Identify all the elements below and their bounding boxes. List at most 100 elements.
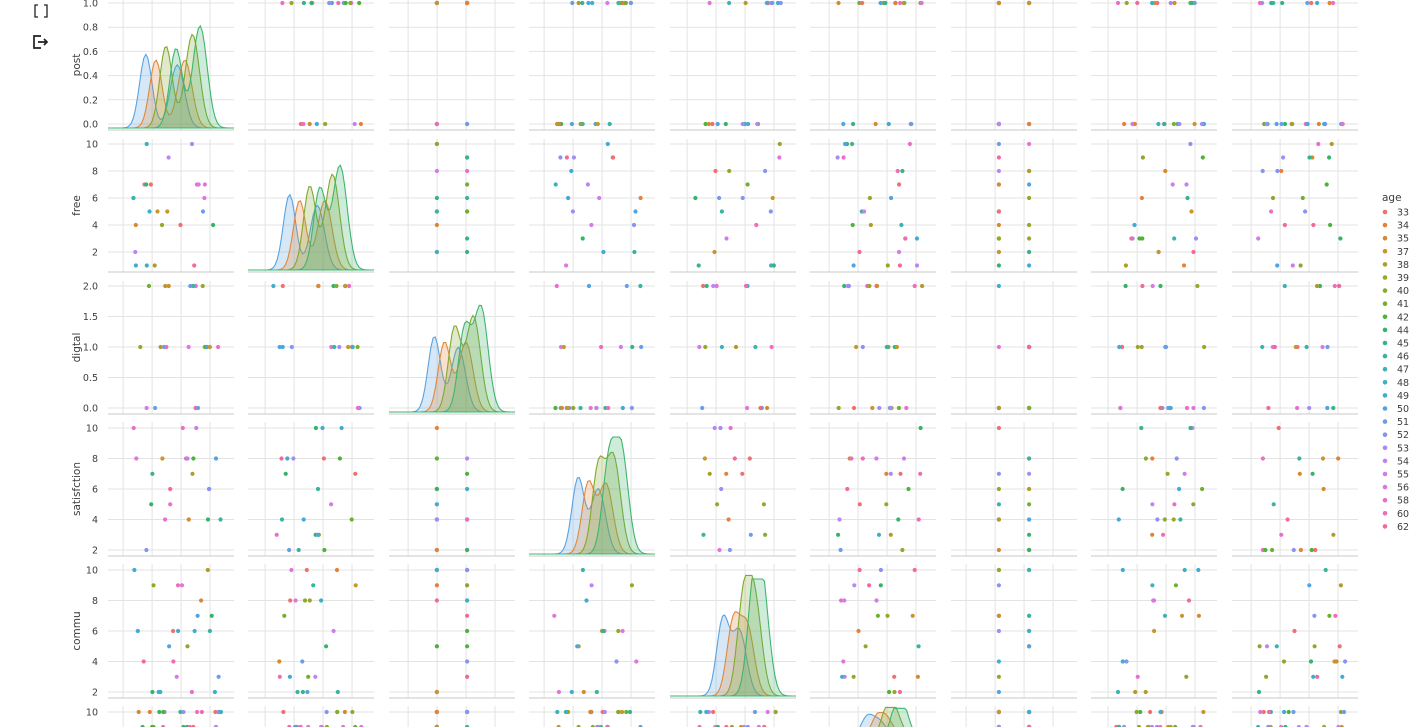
scatter-point (1027, 168, 1032, 174)
scatter-point (178, 709, 183, 715)
legend-label: 49 (1397, 391, 1409, 402)
scatter-point (857, 249, 862, 255)
scatter-point (313, 674, 318, 679)
scatter-point (195, 613, 200, 618)
scatter-point (605, 0, 610, 6)
scatter-point (996, 628, 1002, 634)
scatter-point (1123, 263, 1128, 268)
scatter-point (274, 532, 279, 537)
scatter-point (148, 182, 153, 187)
scatter-point (332, 344, 337, 350)
scatter-point (740, 195, 745, 201)
scatter-point (1304, 344, 1309, 350)
scatter-point (1322, 724, 1327, 727)
scatter-point (1331, 405, 1336, 411)
scatter-point (293, 598, 298, 603)
scatter-point (1027, 141, 1032, 147)
y-tick-label: 2 (92, 248, 98, 259)
scatter-point (160, 456, 165, 461)
scatter-point (305, 689, 310, 695)
scatter-point (1172, 236, 1177, 241)
scatter-point (357, 0, 362, 6)
legend-marker (1382, 209, 1388, 215)
scatter-point (347, 283, 352, 289)
subplot (670, 139, 796, 272)
scatter-point (724, 724, 729, 727)
scatter-point (571, 155, 577, 160)
scatter-point (323, 121, 328, 127)
scatter-point (555, 121, 560, 127)
scatter-point (1152, 628, 1157, 634)
scatter-point (1323, 567, 1328, 573)
scatter-point (570, 0, 575, 6)
scatter-point (1198, 724, 1203, 727)
scatter-point (1316, 141, 1321, 147)
scatter-point (147, 709, 152, 715)
scatter-point (1339, 724, 1344, 727)
scatter-point (727, 547, 733, 553)
scatter-point (1279, 168, 1284, 174)
scatter-point (1027, 0, 1032, 6)
scatter-point (1138, 709, 1143, 715)
scatter-point (465, 644, 470, 649)
scatter-point (856, 628, 861, 634)
subplot (529, 139, 655, 272)
scatter-point (719, 486, 724, 492)
legend-label: 42 (1397, 312, 1409, 323)
scatter-point (188, 283, 193, 289)
output-icon[interactable] (30, 31, 52, 53)
legend-marker (1382, 432, 1388, 438)
scatter-point (763, 532, 768, 537)
subplot (810, 139, 936, 272)
scatter-point (1303, 209, 1308, 214)
y-tick-label: 0.8 (83, 23, 98, 34)
scatter-point (434, 141, 439, 147)
scatter-point (167, 644, 172, 649)
scatter-point (195, 709, 200, 715)
scatter-point (904, 405, 909, 411)
scatter-point (727, 0, 732, 6)
scatter-point (321, 456, 326, 461)
scatter-point (342, 709, 347, 715)
scatter-point (315, 532, 321, 537)
legend-marker (1382, 327, 1388, 333)
scatter-point (282, 613, 287, 618)
scatter-point (860, 344, 865, 350)
scatter-point (552, 613, 557, 618)
cell-brackets-icon[interactable] (30, 0, 52, 22)
scatter-point (150, 471, 155, 476)
scatter-point (724, 236, 729, 241)
scatter-point (168, 486, 173, 492)
scatter-point (1139, 425, 1144, 431)
scatter-point (166, 155, 171, 160)
scatter-point (465, 236, 470, 241)
scatter-point (912, 283, 917, 289)
scatter-point (884, 471, 889, 476)
scatter-point (147, 209, 152, 214)
scatter-point (889, 195, 894, 201)
scatter-point (306, 724, 311, 727)
scatter-point (996, 405, 1002, 411)
scatter-point (434, 583, 439, 588)
scatter-point (884, 502, 889, 507)
row-label-post: post (71, 54, 83, 77)
cell-gutter (0, 0, 62, 727)
scatter-point (886, 121, 891, 127)
scatter-point (601, 628, 606, 634)
scatter-point (571, 405, 576, 411)
scatter-point (906, 486, 911, 492)
y-tick-label: 10 (86, 708, 98, 719)
y-tick-label: 0.5 (83, 373, 98, 384)
scatter-point (623, 0, 629, 6)
row-label-free: free (71, 195, 83, 216)
legend-marker (1382, 340, 1388, 346)
scatter-point (465, 0, 470, 6)
kde-curve (869, 712, 895, 727)
scatter-point (1182, 471, 1187, 476)
scatter-point (996, 263, 1002, 268)
legend-marker (1382, 419, 1388, 424)
scatter-point (1150, 0, 1155, 6)
legend-label: 62 (1397, 522, 1409, 533)
scatter-point (769, 344, 774, 350)
scatter-point (1171, 121, 1176, 127)
